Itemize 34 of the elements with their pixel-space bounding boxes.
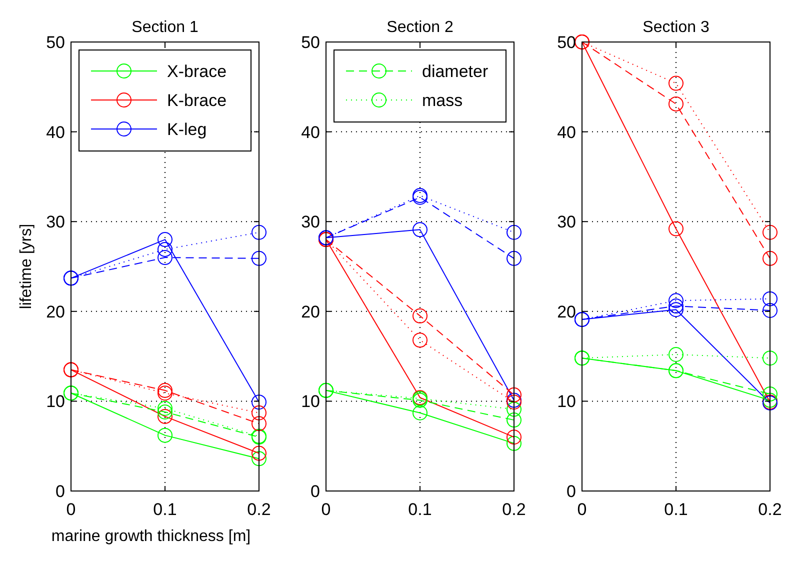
y-tick-label: 20 [557, 302, 576, 322]
x-tick-label: 0.2 [247, 500, 271, 519]
chart-title: Section 3 [642, 19, 710, 36]
y-tick-label: 20 [46, 302, 65, 322]
y-tick-label: 0 [566, 482, 576, 501]
y-tick-label: 30 [557, 212, 576, 232]
legend-label: X-brace [167, 62, 227, 81]
y-tick-label: 10 [557, 392, 576, 412]
chart-title: Section 2 [386, 19, 454, 36]
y-tick-label: 0 [56, 482, 65, 501]
y-tick-label: 30 [301, 212, 320, 232]
y-tick-label: 20 [301, 302, 320, 322]
y-tick-label: 50 [301, 33, 320, 52]
y-tick-label: 50 [557, 33, 576, 52]
x-tick-label: 0.1 [153, 500, 177, 519]
y-tick-label: 40 [46, 122, 65, 142]
y-tick-label: 40 [557, 122, 576, 142]
legend-label: mass [422, 91, 463, 110]
y-axis-title: lifetime [yrs] [18, 224, 35, 310]
x-tick-label: 0.1 [664, 500, 688, 519]
y-tick-label: 10 [301, 392, 320, 412]
y-tick-label: 30 [46, 212, 65, 232]
legend-label: K-leg [167, 120, 207, 139]
y-tick-label: 0 [310, 482, 320, 501]
x-tick-label: 0.1 [408, 500, 432, 519]
y-tick-label: 10 [46, 392, 65, 412]
x-tick-label: 0.2 [758, 500, 782, 519]
y-tick-label: 40 [301, 122, 320, 142]
chart-title: Section 1 [132, 19, 198, 36]
x-tick-label: 0.2 [502, 500, 526, 519]
x-axis-title: marine growth thickness [m] [51, 528, 251, 545]
legend-label: K-brace [167, 91, 227, 110]
legend-label: diameter [422, 62, 488, 81]
y-tick-label: 50 [46, 33, 65, 52]
